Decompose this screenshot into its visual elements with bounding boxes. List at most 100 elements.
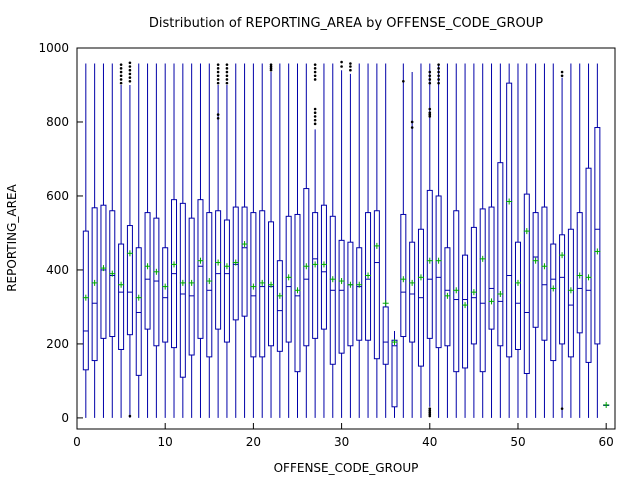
box-group [382, 63, 389, 418]
iqr-box [276, 260, 283, 352]
outlier-point [128, 414, 132, 418]
outlier-point [437, 81, 440, 85]
iqr-box [488, 206, 495, 330]
box-group [391, 330, 398, 418]
box-group [197, 63, 204, 418]
box-group [470, 63, 477, 418]
outlier-point [428, 70, 432, 74]
iqr-box [373, 210, 380, 360]
box-group [109, 63, 116, 418]
plot-area [82, 60, 610, 418]
chart-title: Distribution of REPORTING_AREA by OFFENS… [149, 16, 543, 31]
iqr-box [241, 206, 248, 317]
outlier-point [225, 70, 229, 74]
iqr-box [338, 239, 345, 354]
iqr-box [382, 306, 389, 365]
y-axis-label: REPORTING_AREA [5, 183, 19, 291]
outlier-point [216, 78, 220, 81]
iqr-box [550, 243, 557, 362]
outlier-point [225, 63, 229, 66]
iqr-box [356, 247, 363, 341]
outlier-point [216, 63, 220, 66]
box-group [312, 63, 319, 418]
iqr-box [426, 189, 433, 339]
iqr-box [206, 212, 213, 358]
box-group [541, 63, 548, 418]
box-group [497, 63, 504, 418]
outlier-point [119, 70, 123, 74]
outlier-point [128, 61, 132, 65]
outlier-point [216, 67, 220, 70]
iqr-box [126, 225, 133, 336]
box-group [91, 63, 98, 418]
outlier-point [119, 63, 123, 66]
box-group [320, 63, 327, 418]
iqr-box [435, 195, 442, 349]
outlier-point [216, 116, 220, 120]
outlier-point [428, 107, 432, 111]
y-tick-label: 1000 [38, 41, 69, 55]
box-group [576, 63, 583, 418]
box-group [347, 62, 354, 418]
box-group [303, 63, 310, 418]
box-group [532, 63, 539, 418]
box-group [426, 63, 433, 418]
outlier-point [410, 120, 414, 124]
outlier-point [428, 414, 432, 418]
box-group [444, 63, 451, 418]
outlier-point [349, 65, 352, 68]
outlier-point [119, 81, 123, 85]
iqr-box [188, 217, 195, 356]
box-group [118, 63, 125, 418]
outlier-point [225, 67, 229, 70]
box-group [179, 63, 186, 418]
box-group [135, 63, 142, 418]
y-tick-label: 0 [61, 411, 69, 425]
outlier-point [216, 81, 220, 85]
iqr-box [594, 127, 601, 345]
box-group [356, 63, 363, 418]
outlier-point [119, 78, 123, 81]
box-group [171, 63, 178, 418]
iqr-box [153, 217, 160, 347]
outlier-point [119, 74, 123, 78]
outlier-point [402, 79, 405, 83]
iqr-box [514, 241, 521, 350]
box-group [409, 72, 416, 418]
outlier-point [313, 118, 317, 122]
x-tick-label: 0 [73, 435, 81, 449]
outlier-point [428, 115, 432, 118]
box-group [126, 61, 133, 418]
box-group [294, 63, 301, 418]
x-tick-label: 60 [599, 435, 614, 449]
outlier-point [269, 67, 273, 70]
outlier-point [428, 78, 432, 81]
iqr-box [391, 339, 398, 408]
axes [76, 47, 616, 430]
box-group [506, 63, 513, 418]
y-tick-label: 200 [46, 337, 69, 351]
outlier-point [410, 126, 414, 129]
box-group [276, 63, 283, 418]
box-group [329, 63, 336, 418]
iqr-box [462, 254, 469, 369]
box-group [241, 63, 248, 418]
box-group [206, 63, 213, 418]
iqr-box [215, 210, 222, 330]
iqr-box [585, 167, 592, 363]
iqr-box [144, 212, 151, 330]
box-group [338, 60, 345, 418]
iqr-box [197, 199, 204, 339]
iqr-box [135, 247, 142, 376]
iqr-box [479, 208, 486, 373]
outlier-point [313, 107, 317, 111]
box-group [250, 63, 257, 418]
box-group [603, 401, 610, 408]
outlier-point [349, 68, 352, 72]
outlier-point [128, 72, 132, 76]
y-axis-ticks: 0 200 400 600 800 1000 [38, 41, 83, 425]
outlier-point [128, 79, 132, 83]
outlier-point [225, 78, 229, 81]
box-group [373, 63, 380, 418]
